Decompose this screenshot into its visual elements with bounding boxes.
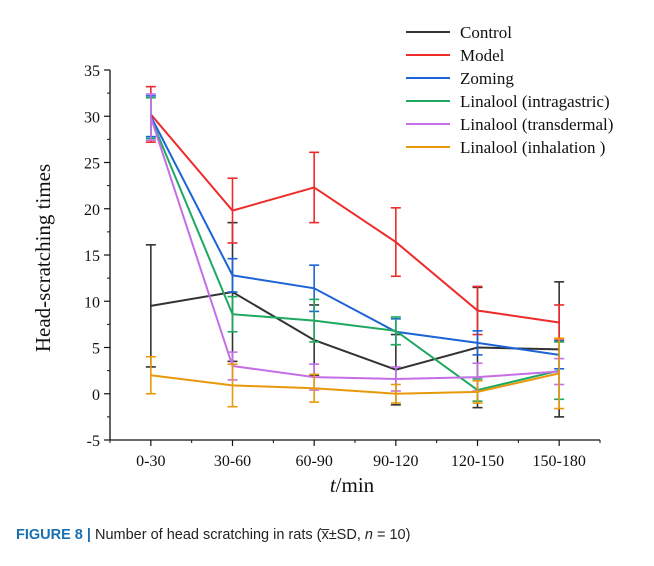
- figure-caption: FIGURE 8 | Number of head scratching in …: [16, 527, 646, 543]
- series-5: [145, 337, 565, 410]
- series-line: [150, 113, 560, 324]
- series-line: [149, 115, 560, 356]
- x-axis-label-var: t: [330, 473, 337, 497]
- y-axis-label: Head-scratching times: [31, 164, 55, 352]
- y-tick-label: -5: [87, 433, 100, 450]
- y-tick-label: 30: [84, 109, 100, 126]
- legend-label: Linalool (transdermal): [460, 115, 613, 134]
- caption-text: Number of head scratching in rats (: [95, 527, 322, 543]
- y-tick-label: 10: [84, 294, 100, 311]
- x-tick-label: 120-150: [451, 453, 504, 470]
- y-tick-label: 35: [84, 63, 100, 80]
- caption-n-value: = 10): [372, 527, 411, 543]
- x-tick-label: 90-120: [373, 453, 418, 470]
- caption-sd: ±SD,: [328, 527, 365, 543]
- caption-xbar: x̅: [321, 527, 329, 543]
- caption-label: FIGURE 8: [16, 527, 83, 543]
- y-tick-label: 20: [84, 202, 100, 219]
- x-axis-label: t/min: [330, 473, 375, 497]
- y-tick-label: 25: [84, 156, 100, 173]
- caption-separator: |: [82, 527, 95, 543]
- legend-label: Zoming: [460, 69, 514, 88]
- legend-label: Control: [460, 23, 512, 42]
- y-tick-label: 5: [92, 341, 100, 358]
- caption-n: n: [364, 527, 373, 543]
- x-tick-label: 0-30: [136, 453, 165, 470]
- x-axis-label-unit: /min: [336, 473, 375, 497]
- chart: -5 0 5 10 15 20 25 30 35 0-30 30-60 60-90 90-120 120-…: [31, 23, 614, 497]
- x-tick-label: 60-90: [296, 453, 333, 470]
- legend-label: Linalool (intragastric): [460, 92, 610, 111]
- series-line: [149, 116, 560, 380]
- series-layer: [145, 85, 565, 418]
- legend: Control Model Zoming Linalool (intragastric…: [406, 23, 613, 157]
- x-tick-label: 30-60: [214, 453, 251, 470]
- y-tick-label: 0: [92, 387, 100, 404]
- legend-label: Model: [460, 46, 505, 65]
- axes: -5 0 5 10 15 20 25 30 35 0-30 30-60 60-90 90-120 120-…: [84, 63, 601, 470]
- series-line: [150, 372, 560, 395]
- series-line: [150, 290, 560, 371]
- series-line: [149, 117, 560, 392]
- y-tick-label: 15: [84, 248, 100, 265]
- x-tick-label: 150-180: [533, 453, 586, 470]
- legend-label: Linalool (inhalation ): [460, 138, 605, 157]
